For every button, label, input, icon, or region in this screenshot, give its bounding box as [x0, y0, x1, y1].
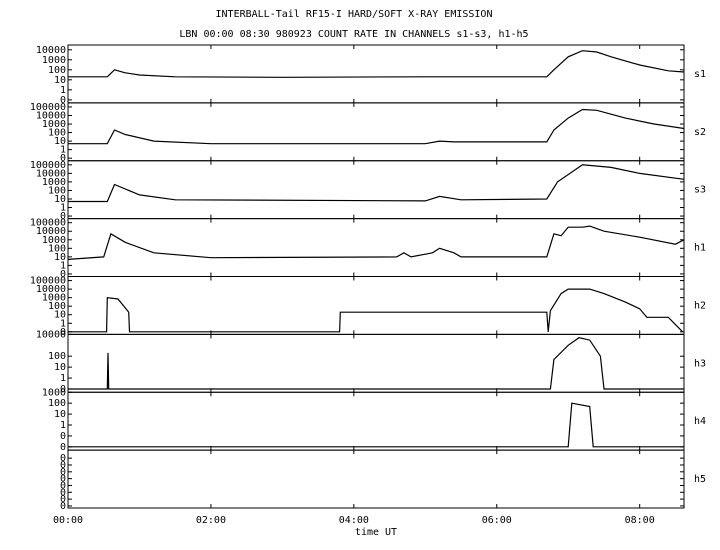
y-tick-label: 10 [54, 310, 66, 321]
y-tick-label: 1 [60, 203, 66, 214]
panel-name: s1 [694, 69, 706, 80]
y-tick-label: 1 [60, 420, 66, 431]
y-tick-label: 1 [60, 373, 66, 384]
x-tick-label: 04:00 [339, 515, 369, 526]
y-tick-label: 1000 [42, 235, 66, 246]
y-tick-label: 0 [60, 431, 66, 442]
y-tick-label: 100 [48, 65, 66, 76]
panel-frame [67, 160, 685, 220]
x-tick-label: 02:00 [196, 515, 226, 526]
series-line [68, 288, 684, 333]
y-tick-label: 0 [60, 95, 66, 106]
y-tick-label: 0 [60, 460, 66, 471]
panel-name: h1 [694, 243, 706, 254]
y-tick-label: 10000 [36, 284, 66, 295]
y-tick-label: 0 [60, 467, 66, 478]
y-tick-label: 1000 [42, 387, 66, 398]
y-tick-label: 1 [60, 85, 66, 96]
series-line [67, 225, 685, 260]
y-tick-label: 1000 [42, 55, 66, 66]
y-tick-label: 100 [48, 301, 66, 312]
y-tick-label: 10000 [36, 168, 66, 179]
y-tick-label: 10000 [36, 226, 66, 237]
y-tick-label: 10 [54, 252, 66, 263]
y-tick-label: 0 [60, 480, 66, 491]
y-tick-label: 1000 [42, 293, 66, 304]
chart-subtitle: LBN 00:00 08:30 980923 COUNT RATE IN CHA… [179, 29, 528, 40]
x-tick-label: 06:00 [482, 515, 512, 526]
y-tick-label: 10 [54, 75, 66, 86]
y-tick-label: 100 [48, 128, 66, 139]
panel-name: s3 [694, 185, 706, 196]
y-tick-label: 100 [48, 243, 66, 254]
panel-frame [67, 102, 685, 162]
y-tick-label: 0 [60, 153, 66, 164]
series-line [68, 50, 685, 78]
x-tick-label: 00:00 [53, 515, 83, 526]
y-tick-label: 0 [60, 384, 66, 395]
y-tick-label: 0 [60, 442, 66, 453]
y-tick-label: 0 [60, 474, 66, 485]
y-tick-label: 10000 [36, 45, 66, 56]
y-tick-label: 100 [48, 398, 66, 409]
series-line [68, 402, 684, 448]
chart-title: INTERBALL-Tail RF15-I HARD/SOFT X-RAY EM… [216, 9, 493, 20]
panel-frame [67, 391, 685, 451]
y-tick-label: 0 [60, 494, 66, 505]
y-tick-label: 10 [54, 362, 66, 373]
panel-name: h2 [694, 300, 706, 311]
y-tick-label: 1 [60, 260, 66, 271]
y-tick-label: 100000 [30, 160, 66, 171]
panel-frame [67, 276, 685, 335]
y-tick-label: 0 [60, 501, 66, 512]
x-axis-label: time UT [355, 527, 397, 538]
y-tick-label: 0 [60, 269, 66, 280]
series-line [68, 337, 684, 390]
y-tick-label: 100000 [30, 102, 66, 113]
series-line [68, 164, 685, 203]
panel-name: h5 [694, 474, 706, 485]
y-tick-label: 0 [60, 487, 66, 498]
y-tick-label: 100000 [30, 218, 66, 229]
y-tick-label: 0 [60, 453, 66, 464]
y-tick-label: 10000 [36, 110, 66, 121]
y-tick-label: 10 [54, 136, 66, 147]
y-tick-label: 0 [60, 327, 66, 338]
y-tick-label: 100000 [30, 276, 66, 287]
y-tick-label: 10 [54, 409, 66, 420]
panel-frame [67, 449, 685, 509]
y-tick-label: 100 [48, 351, 66, 362]
y-tick-label: 10 [54, 194, 66, 205]
panel-name: h4 [694, 416, 706, 427]
y-tick-label: 100 [48, 185, 66, 196]
series-line [68, 108, 685, 145]
x-tick-label: 08:00 [625, 515, 655, 526]
y-tick-label: 1000 [42, 119, 66, 130]
y-tick-label: 1000 [42, 177, 66, 188]
panel-name: h3 [694, 358, 706, 369]
y-tick-label: 1 [60, 145, 66, 156]
y-tick-label: 10000 [36, 329, 66, 340]
panel-frame [67, 44, 685, 104]
y-tick-label: 0 [60, 211, 66, 222]
y-tick-label: 1 [60, 318, 66, 329]
panel-name: s2 [694, 127, 706, 138]
